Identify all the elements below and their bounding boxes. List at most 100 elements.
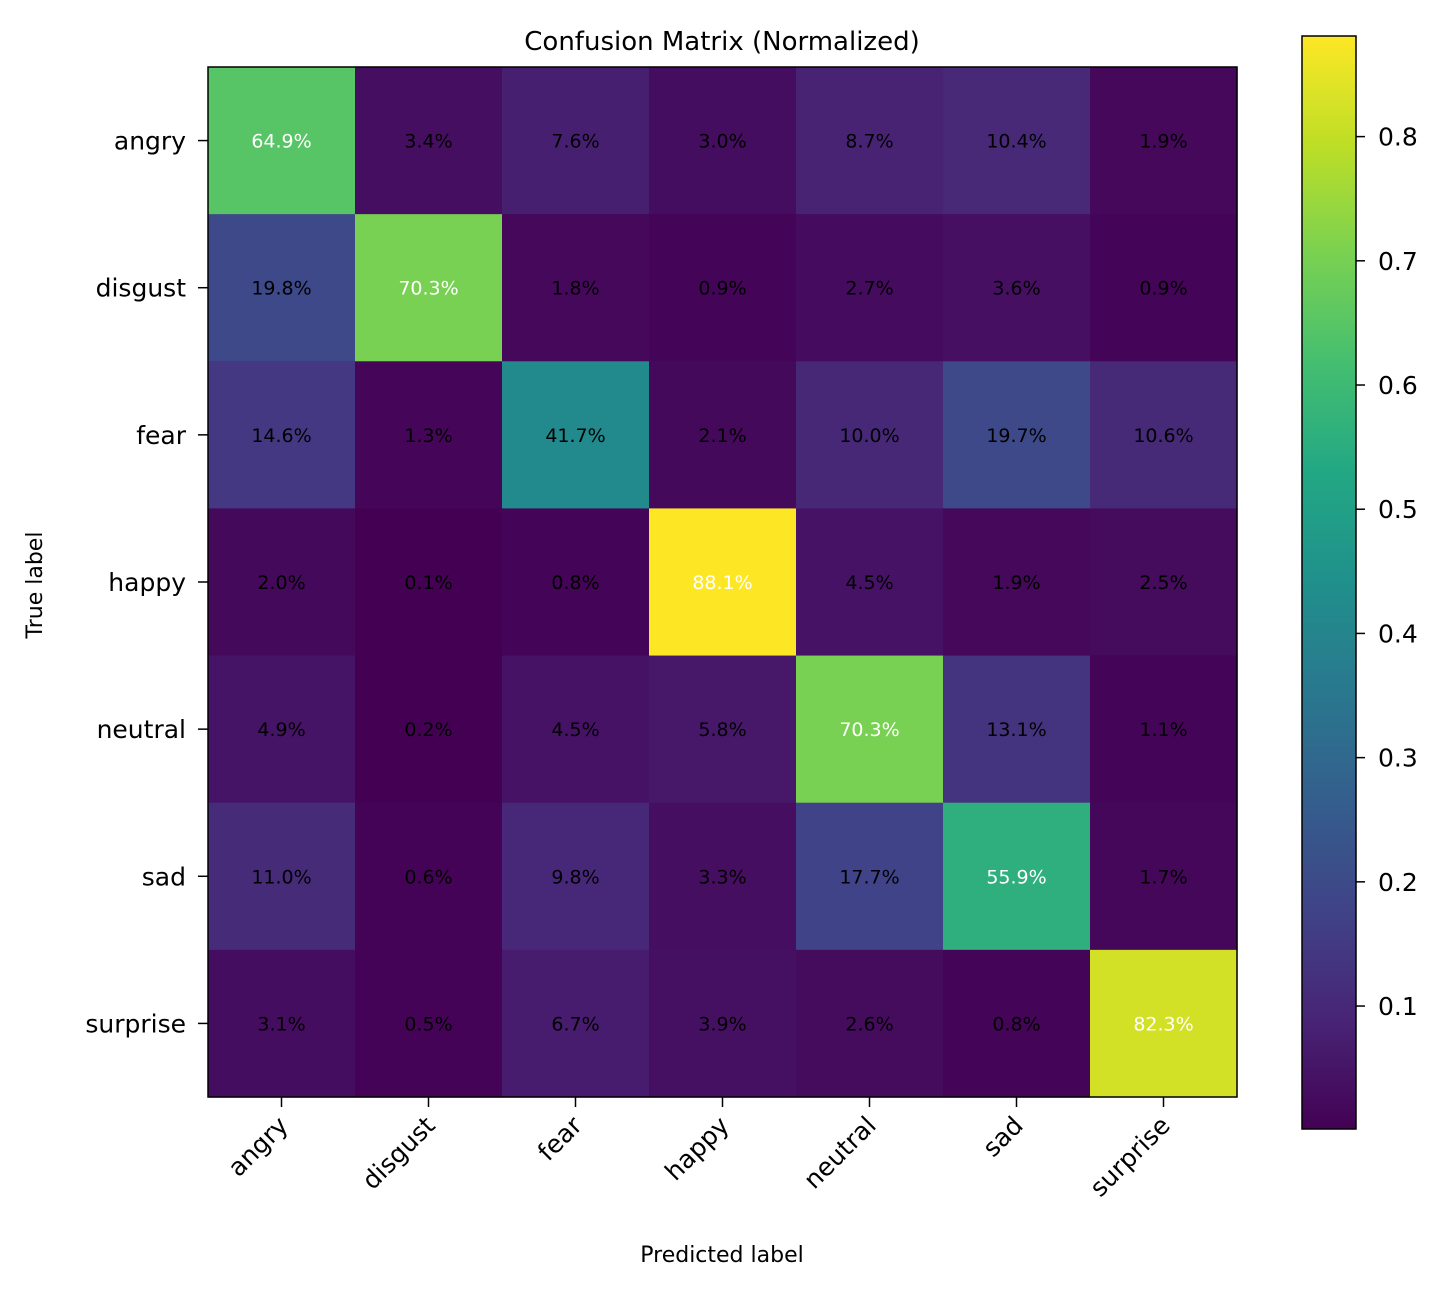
- cell-value-label: 3.0%: [698, 131, 746, 153]
- heatmap-cell: [502, 508, 650, 657]
- cell-value-label: 10.6%: [1133, 425, 1193, 447]
- cell-value-label: 5.8%: [698, 719, 746, 741]
- y-tick-label: angry: [114, 127, 186, 156]
- heatmap-cell: [796, 361, 944, 510]
- cell-value-label: 1.8%: [551, 278, 599, 300]
- cell-value-label: 2.7%: [845, 278, 893, 300]
- heatmap-cell: [943, 214, 1091, 362]
- cell-value-label: 10.4%: [986, 131, 1046, 153]
- colorbar: 0.1 0.2 0.3 0.4 0.5 0.6 0.7 0.8: [1301, 35, 1418, 1130]
- cell-value-label: 6.7%: [551, 1013, 599, 1035]
- heatmap-cell: [943, 508, 1091, 657]
- cell-value-label: 64.9%: [251, 131, 311, 153]
- heatmap-cell: [943, 655, 1091, 804]
- heatmap-cell: [355, 214, 503, 362]
- heatmap-cell: [502, 655, 650, 804]
- cell-value-label: 3.3%: [698, 866, 746, 888]
- cell-value-label: 1.3%: [404, 425, 452, 447]
- colorbar-tick-label: 0.3: [1378, 744, 1418, 773]
- heatmap-cell: [649, 361, 797, 510]
- cell-value-label: 0.5%: [404, 1013, 452, 1035]
- cell-value-label: 0.8%: [992, 1013, 1040, 1035]
- heatmap-cell: [649, 949, 797, 1098]
- heatmap-cell: [208, 361, 356, 510]
- cell-value-label: 4.5%: [551, 719, 599, 741]
- heatmap-cell: [796, 508, 944, 657]
- cell-value-label: 14.6%: [251, 425, 311, 447]
- heatmap-cell: [796, 802, 944, 951]
- heatmap-cell: [649, 802, 797, 951]
- colorbar-tick-label: 0.6: [1378, 371, 1418, 400]
- cell-value-label: 2.6%: [845, 1013, 893, 1035]
- heatmap-cell: [943, 67, 1091, 215]
- x-tick-label: surprise: [1084, 1111, 1176, 1203]
- x-tick-label: disgust: [356, 1111, 441, 1196]
- heatmap-cell: [502, 949, 650, 1098]
- x-tick-label: happy: [659, 1111, 735, 1187]
- colorbar-tick-label: 0.8: [1378, 123, 1418, 152]
- cell-value-label: 17.7%: [839, 866, 899, 888]
- cell-value-label: 4.5%: [845, 572, 893, 594]
- colorbar-tick-label: 0.5: [1378, 495, 1418, 524]
- cell-value-label: 0.9%: [698, 278, 746, 300]
- heatmap-cell: [1090, 508, 1238, 657]
- cell-value-label: 0.6%: [404, 866, 452, 888]
- heatmap-cell: [796, 67, 944, 215]
- x-tick-label: angry: [222, 1111, 294, 1183]
- heatmap-cell: [208, 214, 356, 362]
- cell-value-label: 0.9%: [1139, 278, 1187, 300]
- heatmap-cell: [355, 655, 503, 804]
- heatmap-cell: [649, 508, 797, 657]
- heatmap-cell: [208, 508, 356, 657]
- heatmap-cell: [208, 949, 356, 1098]
- heatmap-cell: [943, 802, 1091, 951]
- cell-value-label: 11.0%: [251, 866, 311, 888]
- heatmap-cells: 64.9% 3.4% 7.6% 3.0% 8.7% 10.4% 1.9% 19.8% 70.3%…: [208, 67, 1238, 1098]
- cell-value-label: 3.9%: [698, 1013, 746, 1035]
- x-tick-label: sad: [977, 1111, 1029, 1163]
- heatmap-cell: [1090, 361, 1238, 510]
- heatmap-cell: [1090, 949, 1238, 1098]
- y-axis-ticks: angry disgust fear happy neutral sad surprise: [85, 127, 208, 1038]
- heatmap-cell: [355, 508, 503, 657]
- x-axis-label: Predicted label: [640, 1243, 803, 1268]
- x-tick-label: fear: [532, 1110, 588, 1166]
- heatmap-cell: [355, 802, 503, 951]
- cell-value-label: 70.3%: [839, 719, 899, 741]
- cell-value-label: 55.9%: [986, 866, 1046, 888]
- colorbar-ticks: 0.1 0.2 0.3 0.4 0.5 0.6 0.7 0.8: [1356, 123, 1418, 1021]
- heatmap-cell: [1090, 802, 1238, 951]
- y-tick-label: sad: [142, 862, 186, 891]
- cell-value-label: 9.8%: [551, 866, 599, 888]
- heatmap-cell: [796, 214, 944, 362]
- y-tick-label: fear: [136, 421, 187, 450]
- heatmap-cell: [208, 655, 356, 804]
- cell-value-label: 2.0%: [257, 572, 305, 594]
- cell-value-label: 19.8%: [251, 278, 311, 300]
- cell-value-label: 70.3%: [398, 278, 458, 300]
- cell-value-label: 2.5%: [1139, 572, 1187, 594]
- heatmap-cell: [208, 67, 356, 215]
- heatmap-cell: [355, 361, 503, 510]
- heatmap-cell: [649, 655, 797, 804]
- heatmap-cell: [1090, 214, 1238, 362]
- cell-value-label: 82.3%: [1133, 1013, 1193, 1035]
- heatmap-cell: [502, 361, 650, 510]
- colorbar-tick-label: 0.1: [1378, 992, 1418, 1021]
- heatmap-cell: [355, 67, 503, 215]
- heatmap-cell: [796, 949, 944, 1098]
- heatmap-cell: [649, 67, 797, 215]
- cell-value-label: 3.6%: [992, 278, 1040, 300]
- cell-value-label: 1.9%: [1139, 131, 1187, 153]
- cell-value-label: 19.7%: [986, 425, 1046, 447]
- heatmap-cell: [502, 214, 650, 362]
- colorbar-tick-label: 0.7: [1378, 247, 1418, 276]
- y-tick-label: happy: [108, 568, 186, 597]
- cell-value-label: 10.0%: [839, 425, 899, 447]
- x-tick-label: neutral: [798, 1111, 882, 1195]
- heatmap-cell: [502, 802, 650, 951]
- cell-value-label: 41.7%: [545, 425, 605, 447]
- cell-value-label: 2.1%: [698, 425, 746, 447]
- heatmap-cell: [796, 655, 944, 804]
